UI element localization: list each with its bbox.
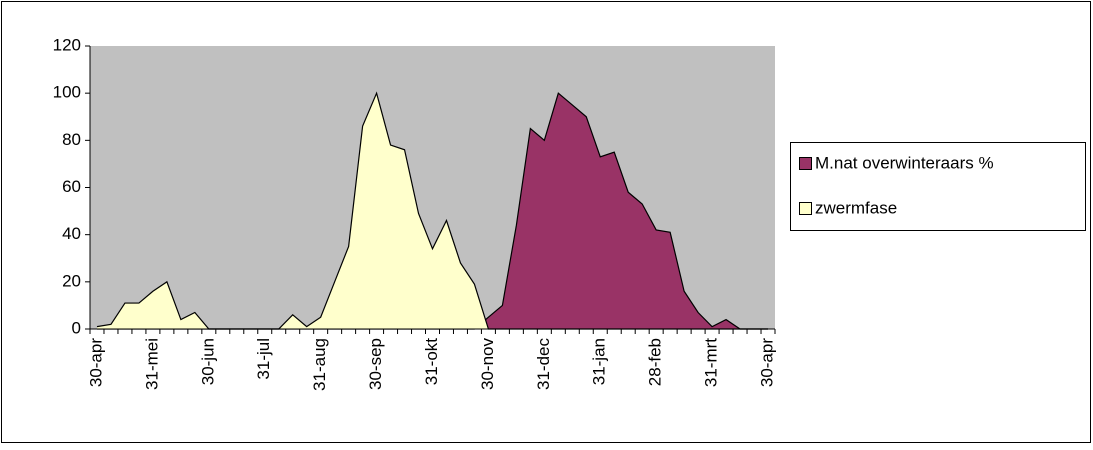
y-tick-label: 120 xyxy=(53,35,81,54)
x-tick-label: 31-dec xyxy=(534,338,553,390)
x-tick-label: 30-apr xyxy=(757,338,776,387)
x-tick-label: 31-mrt xyxy=(702,338,721,387)
x-tick-label: 31-aug xyxy=(310,338,329,391)
y-tick-label: 20 xyxy=(62,271,81,290)
x-tick-label: 28-feb xyxy=(646,338,665,386)
x-tick-label: 30-sep xyxy=(366,338,385,390)
legend-swatch xyxy=(799,202,812,215)
y-tick-label: 40 xyxy=(62,224,81,243)
legend-box xyxy=(790,142,1086,231)
x-tick-label: 31-okt xyxy=(422,338,441,386)
legend-swatch xyxy=(799,157,812,170)
y-tick-label: 80 xyxy=(62,130,81,149)
legend-label: zwermfase xyxy=(815,198,897,217)
y-tick-label: 60 xyxy=(62,177,81,196)
x-tick-label: 30-nov xyxy=(478,338,497,390)
area-fill xyxy=(96,93,769,330)
y-tick-label: 100 xyxy=(53,83,81,102)
x-tick-label: 30-apr xyxy=(86,338,105,387)
area-fill xyxy=(96,93,769,330)
x-tick-label: 30-jun xyxy=(198,338,217,385)
x-tick-label: 31-jul xyxy=(254,338,273,380)
x-tick-label: 31-mei xyxy=(142,338,161,390)
legend-label: M.nat overwinteraars % xyxy=(815,153,994,172)
y-tick-label: 0 xyxy=(72,318,81,337)
x-tick-label: 31-jan xyxy=(590,338,609,385)
